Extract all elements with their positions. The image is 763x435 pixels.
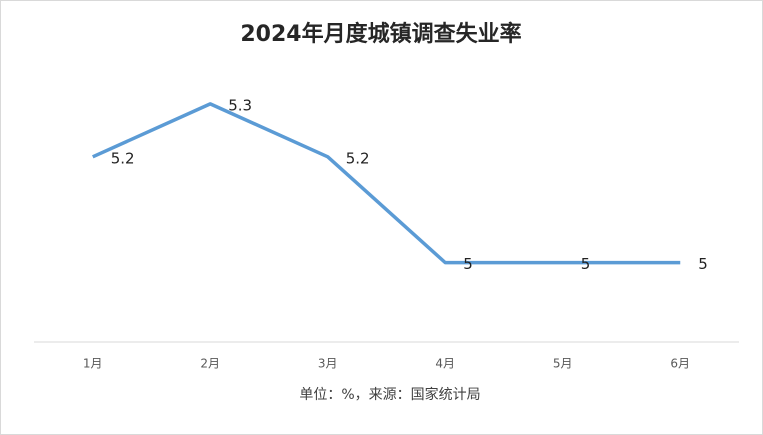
data-label: 5.2 (111, 149, 135, 167)
x-tick-label: 3月 (318, 357, 338, 371)
x-tick-label: 5月 (553, 357, 573, 371)
x-tick-label: 1月 (83, 357, 103, 371)
x-tick-label: 6月 (670, 357, 690, 371)
x-tick-label: 4月 (435, 357, 455, 371)
data-line (92, 102, 681, 265)
chart-title: 2024年月度城镇调查失业率 (240, 21, 521, 47)
data-label: 5 (698, 255, 708, 273)
data-label: 5 (581, 255, 591, 273)
data-label: 5.2 (346, 149, 370, 167)
x-tick-label: 2月 (200, 357, 220, 371)
data-label: 5 (463, 255, 473, 273)
data-label: 5.3 (228, 96, 252, 114)
x-axis-label: 单位：%，来源：国家统计局 (299, 386, 480, 403)
